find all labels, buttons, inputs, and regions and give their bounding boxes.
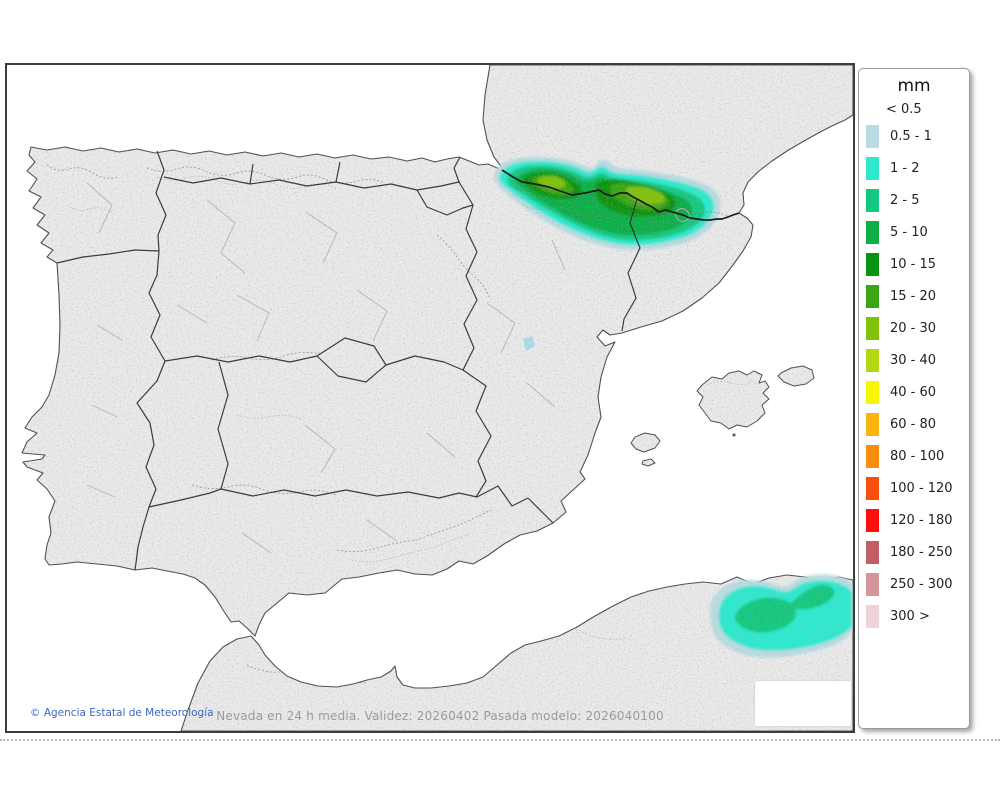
- legend-swatch: [866, 125, 879, 148]
- legend-swatch: [866, 605, 879, 628]
- legend-swatch: [866, 253, 879, 276]
- legend-item: 180 - 250: [866, 541, 969, 564]
- legend-item-label: 60 - 80: [890, 417, 937, 432]
- spain-france-border: [501, 169, 740, 221]
- legend-item: 250 - 300: [866, 573, 969, 596]
- legend-swatch: [866, 221, 879, 244]
- legend-item-label: 30 - 40: [890, 353, 937, 368]
- legend-swatch: [866, 381, 879, 404]
- legend-swatch: [866, 509, 879, 532]
- legend-item: 80 - 100: [866, 445, 969, 468]
- map-frame: © Agencia Estatal de Meteorología Nevada…: [5, 63, 855, 733]
- legend-swatch: [866, 413, 879, 436]
- legend-title: mm: [897, 76, 931, 96]
- legend-item-label: 250 - 300: [890, 577, 953, 592]
- copyright-notice: © Agencia Estatal de Meteorología: [30, 707, 214, 719]
- province-borders: [86, 182, 690, 554]
- aemet-logo: A E Met Agencia Estatal de Meteorología: [755, 681, 851, 726]
- legend-item: 20 - 30: [866, 317, 969, 340]
- legend-swatch: [866, 541, 879, 564]
- legend-item-label: 2 - 5: [890, 193, 920, 208]
- model-caption: Nevada en 24 h media. Validez: 20260402 …: [216, 709, 664, 723]
- legend-item-label: 120 - 180: [890, 513, 953, 528]
- legend-item: 15 - 20: [866, 285, 969, 308]
- region-borders: [56, 150, 641, 571]
- legend-item-label: 0.5 - 1: [890, 129, 932, 144]
- legend-item-label: 300 >: [890, 609, 930, 624]
- legend-item: 2 - 5: [866, 189, 969, 212]
- legend-item-label: 40 - 60: [890, 385, 937, 400]
- legend-first-label: < 0.5: [886, 102, 922, 117]
- legend-swatch: [866, 349, 879, 372]
- legend-swatch: [866, 157, 879, 180]
- legend-item-label: 180 - 250: [890, 545, 953, 560]
- legend-item-label: 20 - 30: [890, 321, 937, 336]
- legend-item: 10 - 15: [866, 253, 969, 276]
- legend-item: 30 - 40: [866, 349, 969, 372]
- legend-item-label: 15 - 20: [890, 289, 937, 304]
- legend-item-label: 80 - 100: [890, 449, 945, 464]
- spain-precipitation-map: [7, 65, 853, 731]
- legend-item: 1 - 2: [866, 157, 969, 180]
- legend-item: 100 - 120: [866, 477, 969, 500]
- legend-item: 300 >: [866, 605, 969, 628]
- legend-swatch: [866, 477, 879, 500]
- legend-items: 0.5 - 1 1 - 2 2 - 5 5 - 10 10 - 15 15 - …: [859, 125, 969, 628]
- cabrera-island: [732, 433, 736, 437]
- legend-item: 60 - 80: [866, 413, 969, 436]
- legend-item-label: 100 - 120: [890, 481, 953, 496]
- legend-item-label: 10 - 15: [890, 257, 937, 272]
- legend-item: 5 - 10: [866, 221, 969, 244]
- legend-item-label: 1 - 2: [890, 161, 920, 176]
- page-divider: [0, 739, 1000, 741]
- legend-item: 0.5 - 1: [866, 125, 969, 148]
- legend-swatch: [866, 573, 879, 596]
- legend-item: 40 - 60: [866, 381, 969, 404]
- legend-panel: mm < 0.5 0.5 - 1 1 - 2 2 - 5 5 - 10 10 -…: [858, 68, 970, 729]
- legend-swatch: [866, 317, 879, 340]
- landmasses: [21, 65, 853, 731]
- legend-swatch: [866, 445, 879, 468]
- legend-swatch: [866, 189, 879, 212]
- legend-item: 120 - 180: [866, 509, 969, 532]
- legend-item-label: 5 - 10: [890, 225, 928, 240]
- legend-swatch: [866, 285, 879, 308]
